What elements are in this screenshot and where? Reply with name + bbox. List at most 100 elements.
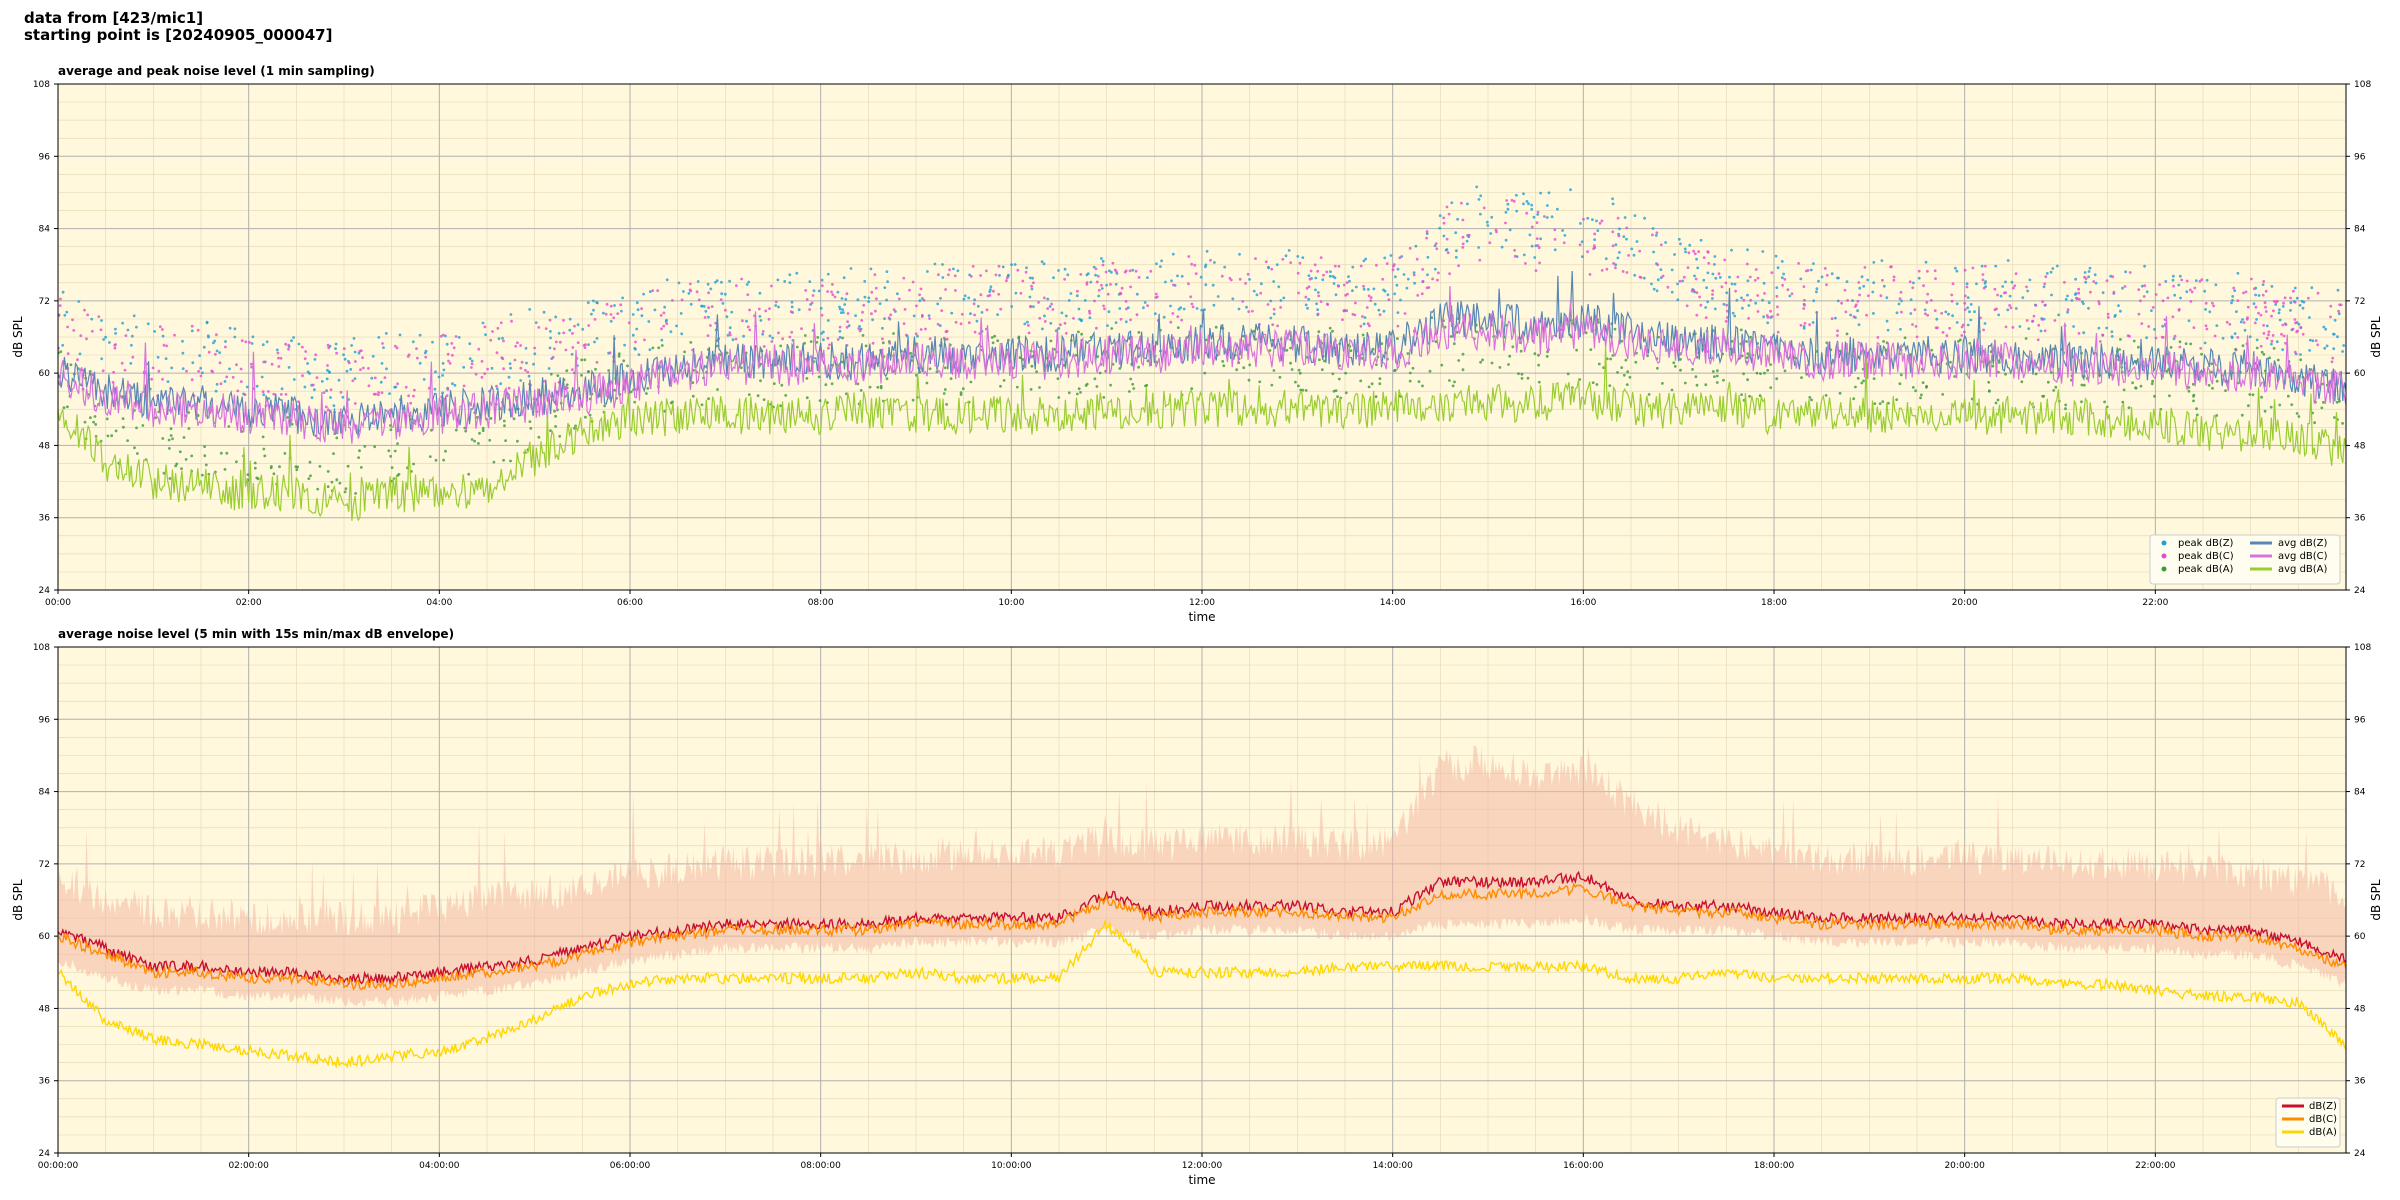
peak-point [2178, 345, 2182, 349]
peak-point [1981, 273, 1985, 276]
peak-point [631, 313, 635, 316]
peak-point [223, 468, 227, 471]
peak-point [359, 368, 362, 371]
peak-point [1575, 348, 1578, 352]
peak-point [1314, 288, 1317, 292]
peak-point [2257, 294, 2261, 297]
peak-point [1533, 352, 1537, 356]
peak-point [761, 332, 765, 336]
peak-point [2299, 358, 2303, 362]
peak-point [709, 287, 713, 291]
x-tick-label: 04:00:00 [419, 1161, 460, 1171]
peak-point [1963, 294, 1967, 298]
peak-point [394, 385, 398, 389]
peak-point [1815, 290, 1818, 294]
peak-point [697, 298, 701, 302]
peak-point [1799, 277, 1803, 281]
peak-point [691, 394, 695, 398]
peak-point [1095, 385, 1099, 388]
peak-point [1705, 286, 1708, 290]
peak-point [442, 368, 446, 372]
peak-point [1425, 286, 1429, 290]
peak-point [2270, 285, 2274, 288]
y-tick-label: 60 [39, 932, 51, 942]
peak-point [1382, 309, 1386, 313]
peak-point [1682, 275, 1686, 279]
peak-point [2077, 332, 2081, 335]
peak-point [483, 325, 487, 329]
peak-point [520, 360, 524, 364]
peak-point [1515, 193, 1518, 197]
peak-point [349, 368, 353, 371]
peak-point [164, 357, 168, 360]
peak-point [633, 346, 637, 350]
peak-point [1134, 269, 1138, 273]
peak-point [648, 348, 652, 352]
peak-point [1027, 324, 1030, 327]
peak-point [1454, 231, 1458, 235]
peak-point [1873, 402, 1877, 405]
peak-point [1856, 299, 1860, 303]
peak-point [1776, 330, 1780, 334]
peak-point [1528, 233, 1532, 237]
peak-point [1843, 288, 1847, 292]
peak-point [1235, 368, 1239, 372]
peak-point [998, 274, 1001, 277]
peak-point [1320, 368, 1324, 371]
peak-point [1513, 248, 1516, 252]
peak-point [1872, 281, 1876, 285]
peak-point [219, 451, 223, 455]
peak-point [1836, 334, 1839, 337]
peak-point [1670, 268, 1674, 272]
peak-point [746, 325, 750, 329]
peak-point [707, 397, 710, 401]
peak-point [1766, 368, 1770, 372]
peak-point [1849, 313, 1852, 317]
peak-point [1647, 393, 1651, 396]
peak-point [1881, 400, 1885, 403]
peak-point [207, 350, 211, 354]
peak-point [1702, 278, 1706, 282]
y-tick-label-right: 60 [2354, 932, 2366, 942]
peak-point [943, 366, 947, 370]
peak-point [2178, 340, 2182, 344]
peak-point [1695, 313, 1699, 317]
peak-point [1993, 308, 1997, 312]
peak-point [346, 464, 350, 468]
peak-point [441, 374, 444, 377]
peak-point [795, 271, 799, 275]
peak-point [394, 344, 397, 348]
peak-point [1745, 262, 1749, 266]
peak-point [1578, 243, 1582, 247]
peak-point [228, 367, 231, 371]
peak-point [2143, 284, 2147, 288]
peak-point [1747, 304, 1751, 307]
peak-point [975, 319, 979, 323]
peak-point [790, 305, 794, 309]
peak-point [1477, 198, 1481, 201]
peak-point [1351, 289, 1354, 293]
y-tick-label-right: 24 [2354, 1149, 2366, 1159]
peak-point [477, 347, 481, 351]
peak-point [1659, 268, 1663, 271]
peak-point [1728, 275, 1731, 279]
x-tick-label: 00:00 [45, 598, 71, 608]
peak-point [108, 341, 111, 344]
peak-point [830, 382, 834, 386]
peak-point [1955, 269, 1959, 273]
peak-point [301, 345, 304, 349]
peak-point [1545, 355, 1549, 358]
peak-point [334, 342, 338, 346]
peak-point [2215, 379, 2219, 383]
peak-point [2282, 334, 2286, 338]
peak-point [2237, 381, 2240, 385]
peak-point [1272, 280, 1276, 283]
peak-point [1153, 312, 1157, 316]
peak-point [881, 326, 884, 330]
peak-point [1852, 397, 1856, 401]
legend-label: avg dB(A) [2278, 564, 2328, 575]
peak-point [2255, 338, 2259, 342]
peak-point [635, 301, 639, 305]
peak-point [1035, 370, 1038, 373]
peak-point [1867, 294, 1870, 298]
